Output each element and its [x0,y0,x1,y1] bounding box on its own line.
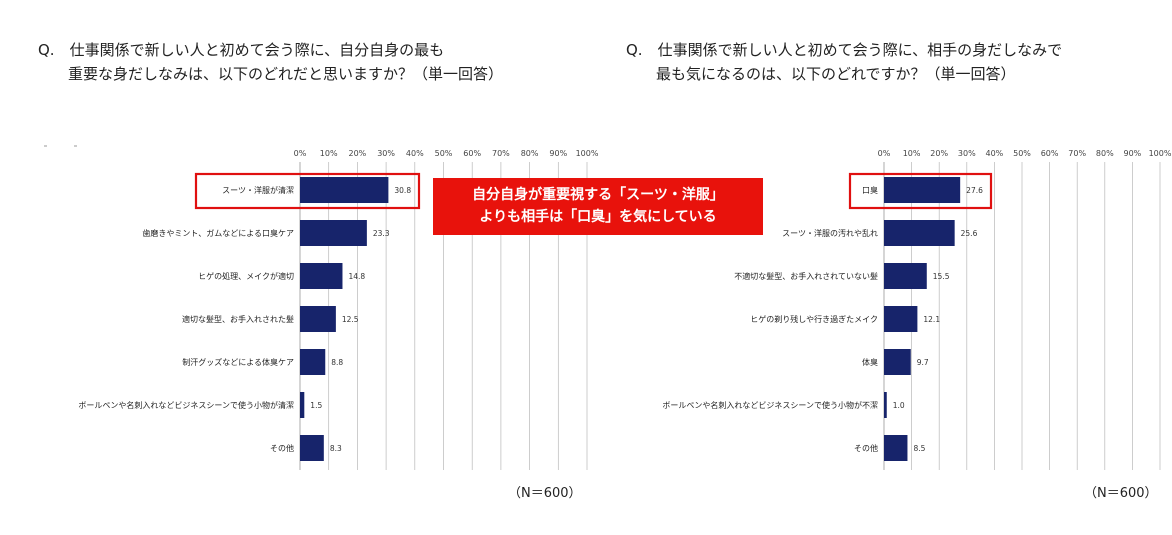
right-value-label: 12.1 [923,315,940,324]
right-bar [884,392,887,418]
right-tick-label: 10% [903,149,921,158]
right-tick-label: 60% [1041,149,1059,158]
right-question: Q. 仕事関係で新しい人と初めて会う際に、相手の身だしなみで 最も気になるのは、… [626,38,1062,86]
right-category-label: その他 [854,443,878,453]
right-bar [884,220,955,246]
right-bar [884,349,911,375]
callout-line1: 自分自身が重要視する「スーツ・洋服」 [472,187,724,203]
right-category-label: 不適切な髪型、お手入れされていない髪 [734,271,878,281]
right-bar [884,177,961,203]
left-value-label: 8.3 [330,444,342,453]
left-question-line1: Q. 仕事関係で新しい人と初めて会う際に、自分自身の最も [38,41,445,59]
right-tick-label: 80% [1096,149,1114,158]
callout-box: 自分自身が重要視する「スーツ・洋服」 よりも相手は「口臭」を気にしている [433,178,763,235]
left-question-line2: 重要な身だしなみは、以下のどれだと思いますか？（単一回答） [38,65,504,83]
left-bar [300,349,326,375]
right-category-label: ヒゲの剃り残しや行き過ぎたメイク [750,314,878,324]
right-bar [884,306,918,332]
left-category-label: ボールペンや名刺入れなどビジネスシーンで使う小物が清潔 [78,400,294,410]
right-value-label: 25.6 [961,229,978,238]
right-tick-label: 40% [986,149,1004,158]
left-tick-label: 30% [377,149,395,158]
right-tick-label: 100% [1149,149,1172,158]
left-question: Q. 仕事関係で新しい人と初めて会う際に、自分自身の最も 重要な身だしなみは、以… [38,38,503,86]
right-category-label: 体臭 [862,357,878,367]
left-bar [300,177,389,203]
right-value-label: 27.6 [966,186,983,195]
callout-line2: よりも相手は「口臭」を気にしている [479,209,717,225]
right-value-label: 15.5 [933,272,950,281]
left-value-label: 30.8 [394,186,411,195]
left-tick-label: 90% [549,149,567,158]
left-value-label: 8.8 [331,358,343,367]
left-category-label: その他 [270,443,294,453]
right-tick-label: 70% [1068,149,1086,158]
left-bar [300,306,336,332]
left-category-label: スーツ・洋服が清潔 [222,185,294,195]
right-tick-label: 90% [1124,149,1142,158]
right-category-label: 口臭 [862,185,878,195]
left-tick-label: 60% [463,149,481,158]
left-sample-size: （N＝600） [508,486,582,501]
right-tick-label: 0% [878,149,891,158]
left-bar [300,263,343,289]
left-bar [300,435,324,461]
left-value-label: 1.5 [310,401,322,410]
left-category-label: 適切な髪型、お手入れされた髪 [182,314,294,324]
left-highlight-frame [194,172,421,210]
left-value-label: 14.8 [348,272,365,281]
left-tick-label: 20% [349,149,367,158]
left-bar [300,392,305,418]
left-category-label: 制汗グッズなどによる体臭ケア [182,357,294,367]
left-tick-label: 70% [492,149,510,158]
left-tick-label: 100% [576,149,599,158]
right-category-label: ボールペンや名刺入れなどビジネスシーンで使う小物が不潔 [662,400,878,410]
left-category-label: 歯磨きやミント、ガムなどによる口臭ケア [142,228,294,238]
left-category-label: ヒゲの処理、メイクが適切 [198,271,294,281]
right-question-line1: Q. 仕事関係で新しい人と初めて会う際に、相手の身だしなみで [626,41,1063,59]
left-tick-label: 40% [406,149,424,158]
right-sample-size: （N＝600） [1084,486,1158,501]
left-bar [300,220,367,246]
right-tick-label: 50% [1013,149,1031,158]
right-highlight-frame [848,172,993,210]
right-category-label: スーツ・洋服の汚れや乱れ [782,228,878,238]
right-bar [884,263,927,289]
right-tick-label: 20% [930,149,948,158]
left-tick-label: 50% [435,149,453,158]
left-value-label: 12.5 [342,315,359,324]
right-value-label: 8.5 [913,444,925,453]
left-tick-label: 80% [521,149,539,158]
left-tick-label: 10% [320,149,338,158]
right-bar [884,435,908,461]
right-value-label: 1.0 [893,401,905,410]
left-tick-label: 0% [294,149,307,158]
right-tick-label: 30% [958,149,976,158]
right-value-label: 9.7 [917,358,929,367]
left-value-label: 23.3 [373,229,390,238]
right-question-line2: 最も気になるのは、以下のどれですか？（単一回答） [626,65,1016,83]
